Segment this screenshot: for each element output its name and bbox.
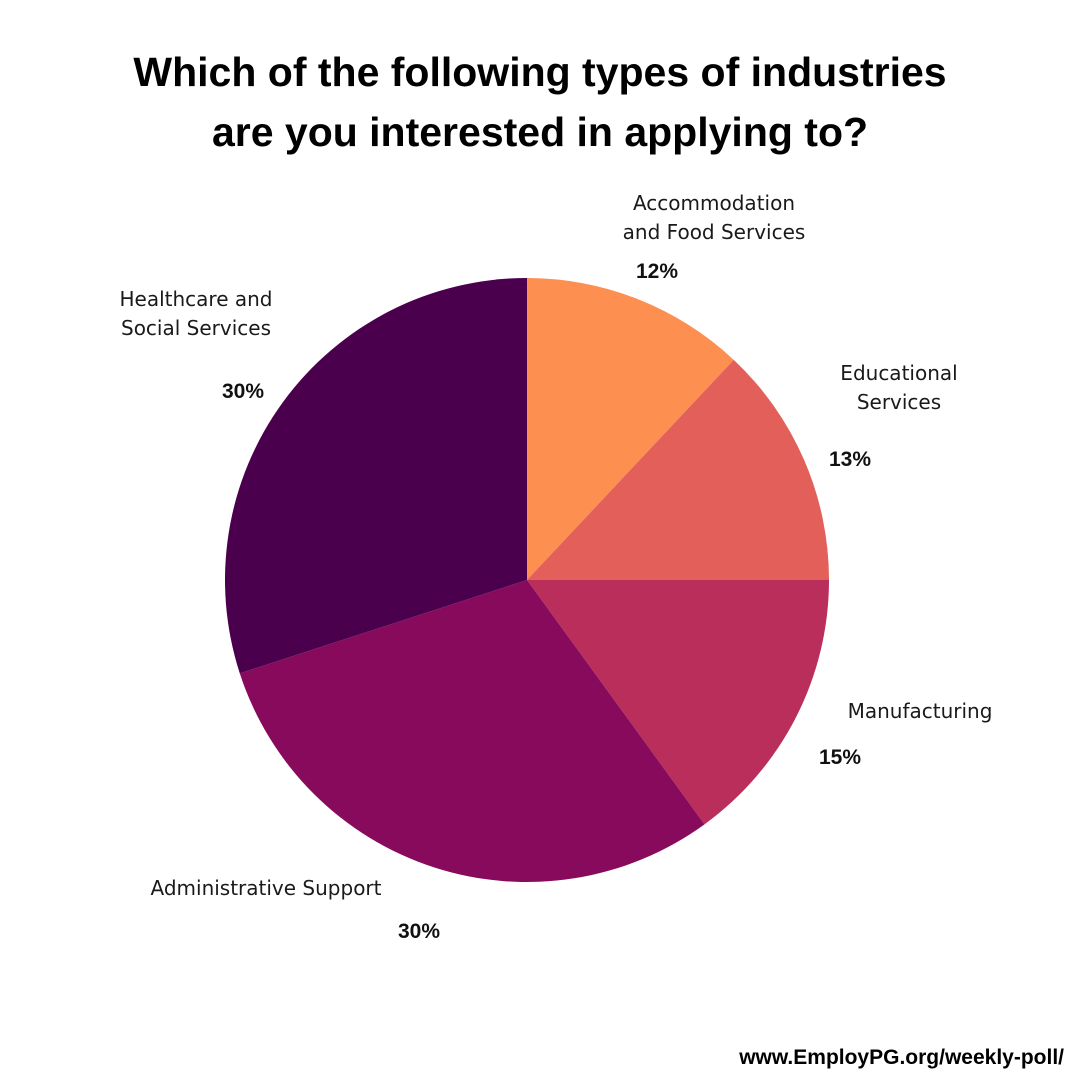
slice-label-line: Accommodation bbox=[632, 191, 796, 215]
slice-label-line: Services bbox=[856, 390, 942, 414]
slice-value-accommodation: 12% bbox=[635, 260, 679, 283]
pie-slice-educational bbox=[527, 359, 829, 580]
slice-label-line: Healthcare and bbox=[119, 287, 273, 311]
slice-label-healthcare: Healthcare and Social Services bbox=[120, 285, 273, 343]
slice-label-educational: Educational Services bbox=[840, 359, 957, 417]
slice-value-manufacturing: 15% bbox=[818, 746, 862, 769]
pie-slice-accommodation bbox=[527, 278, 734, 580]
pie-slice-administrative bbox=[239, 580, 705, 882]
slice-label-line: Administrative Support bbox=[150, 876, 382, 900]
slice-value-educational: 13% bbox=[828, 448, 872, 471]
chart-title-line-2: are you interested in applying to? bbox=[211, 109, 869, 155]
slice-label-manufacturing: Manufacturing bbox=[848, 697, 993, 726]
slice-label-line: and Food Services bbox=[622, 220, 806, 244]
slice-label-line: Social Services bbox=[121, 316, 271, 340]
chart-title: Which of the following types of industri… bbox=[0, 42, 1080, 162]
slice-label-accommodation: Accommodation and Food Services bbox=[623, 189, 806, 247]
pie-slice-healthcare bbox=[224, 278, 527, 674]
slice-label-line: Educational bbox=[840, 361, 958, 385]
slice-value-administrative: 30% bbox=[397, 920, 441, 943]
pie-slice-manufacturing bbox=[527, 580, 830, 825]
chart-title-line-1: Which of the following types of industri… bbox=[133, 49, 947, 95]
slice-value-healthcare: 30% bbox=[221, 380, 265, 403]
slice-label-administrative: Administrative Support bbox=[151, 874, 382, 903]
slice-label-line: Manufacturing bbox=[847, 699, 993, 723]
source-url[interactable]: www.EmployPG.org/weekly-poll/ bbox=[739, 1046, 1064, 1069]
